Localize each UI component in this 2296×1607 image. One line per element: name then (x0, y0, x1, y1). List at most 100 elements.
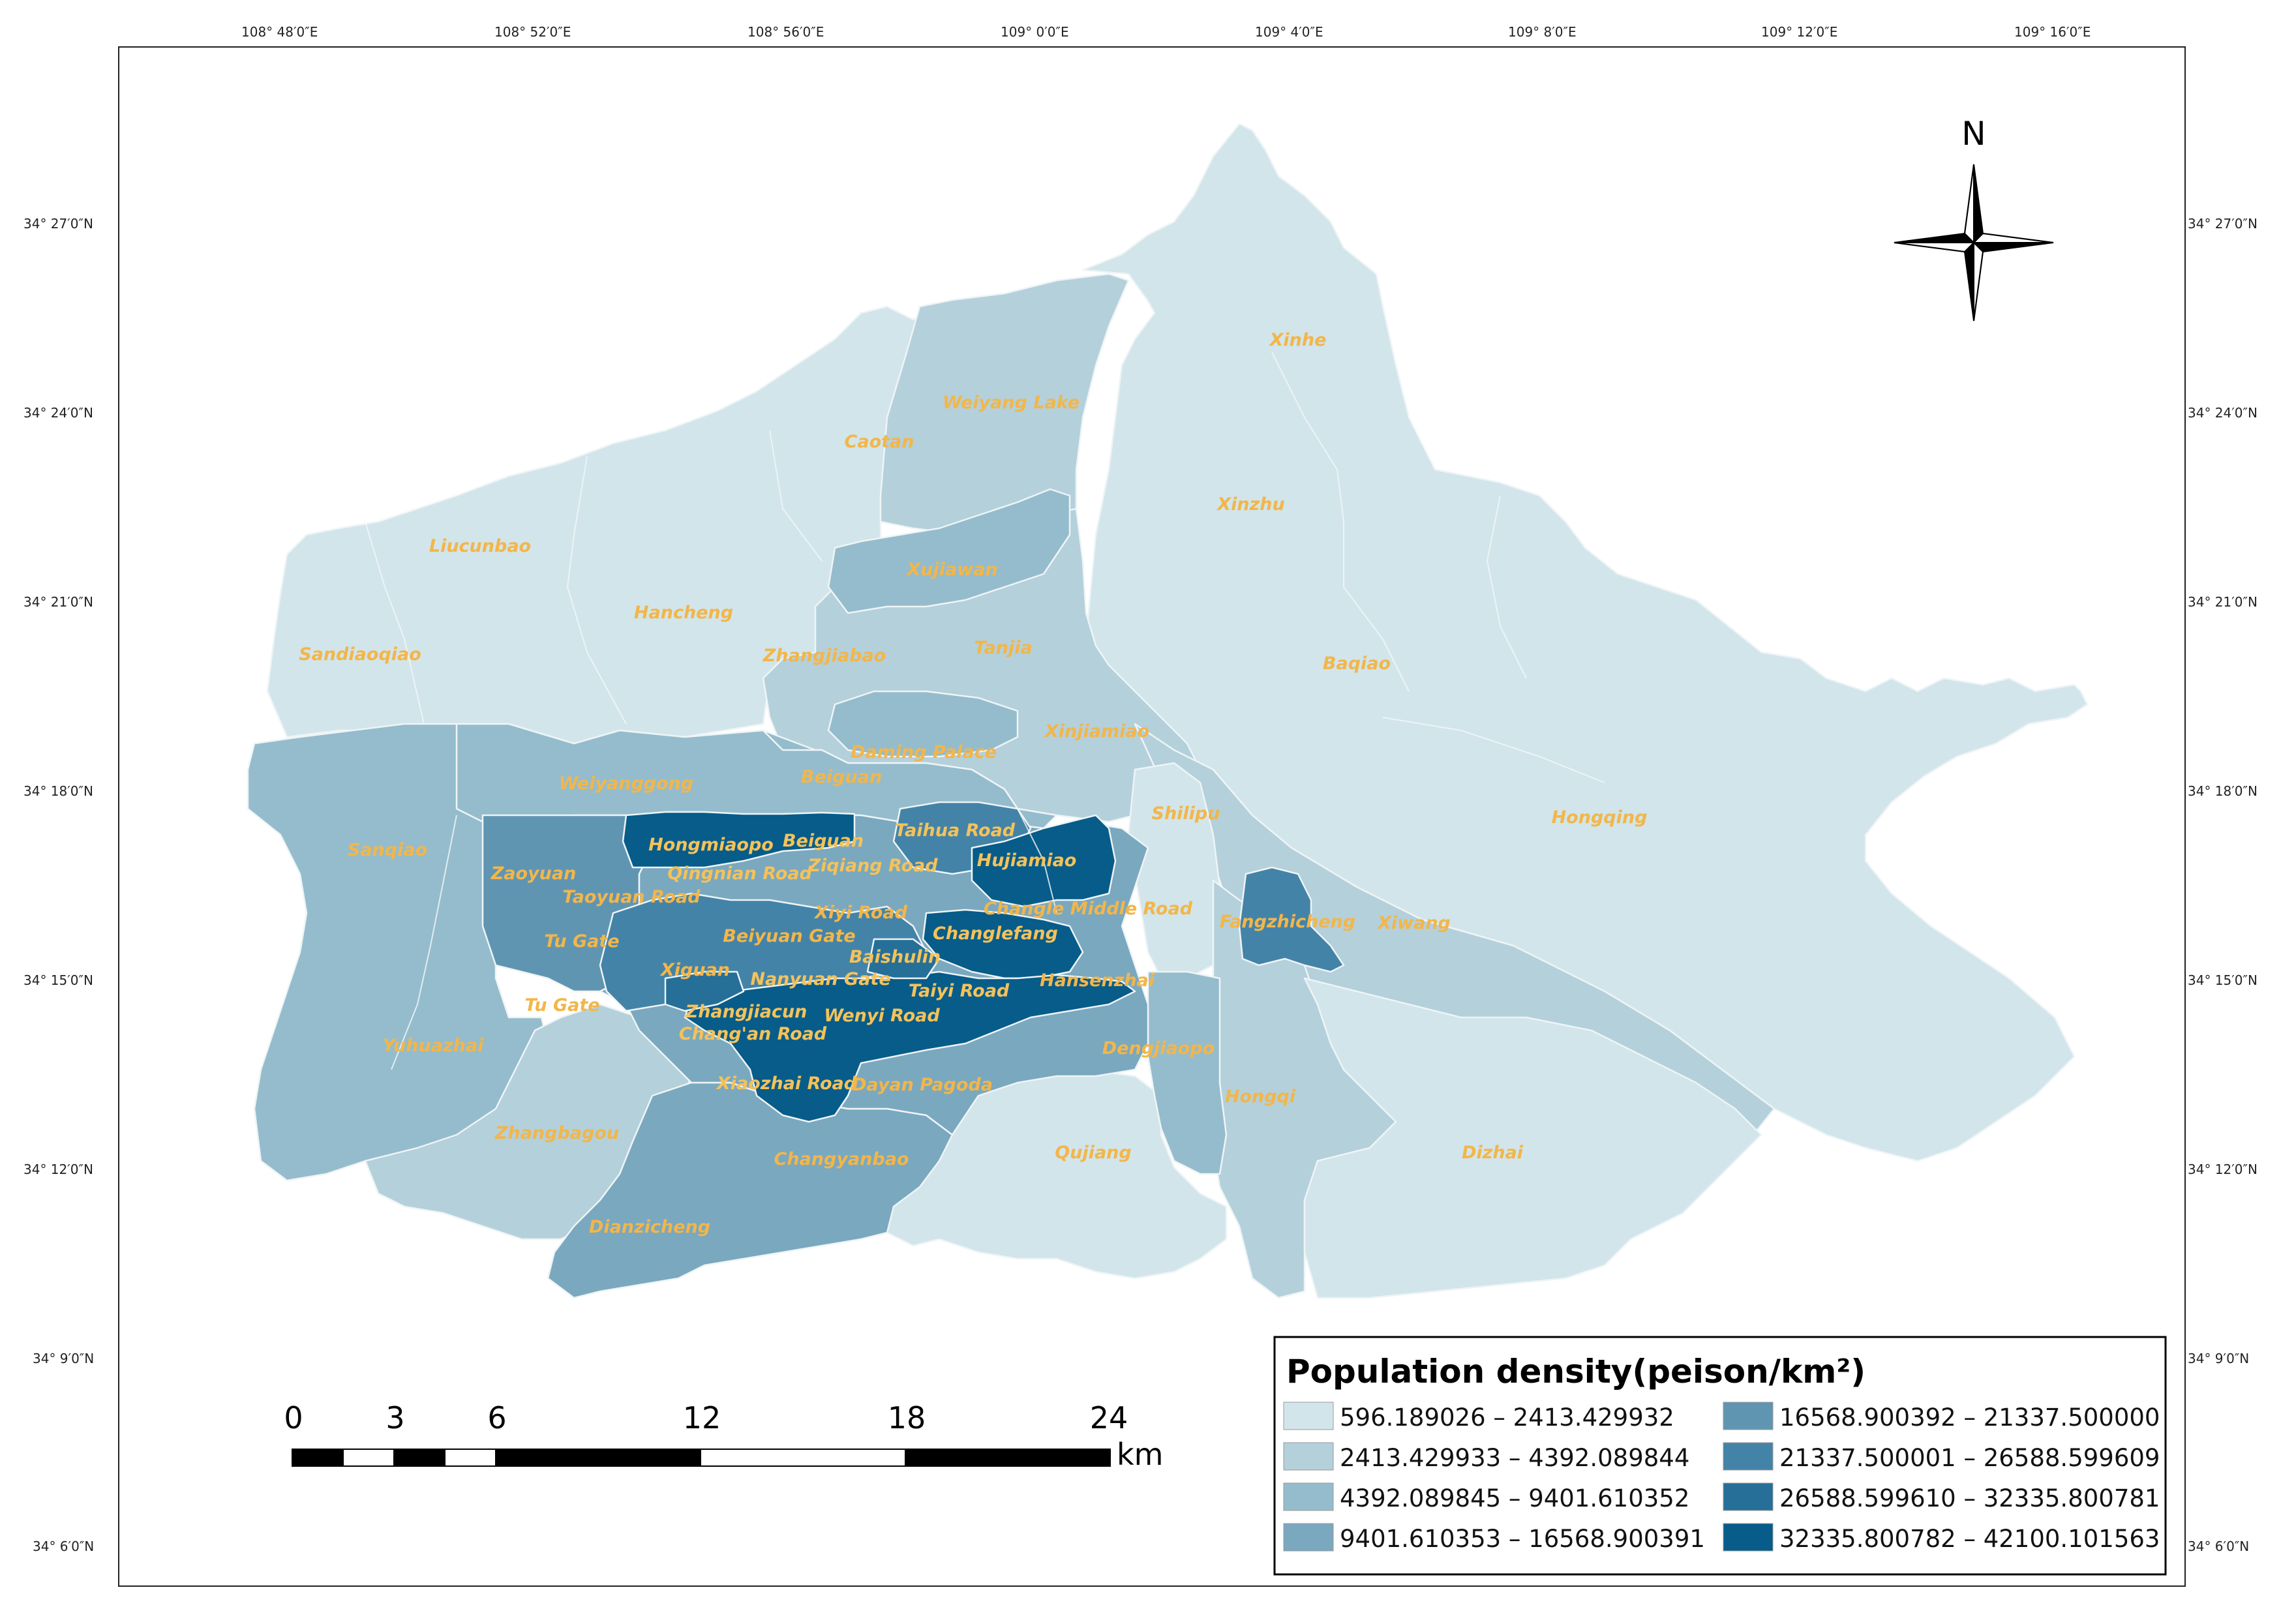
lat-tick-left-2: 34° 24′0″N (23, 405, 93, 421)
legend-label-5: 16568.900392 – 21337.500000 (1779, 1404, 2160, 1432)
scale-tick-6: 6 (487, 1400, 506, 1435)
label-xiguan: Xiguan (659, 960, 730, 980)
label-dianzicheng: Dianzicheng (589, 1217, 710, 1237)
lat-tick-right-2: 34° 24′0″N (2188, 405, 2258, 421)
compass-rose-icon (1894, 164, 2054, 322)
label-changlefang: Changlefang (933, 924, 1058, 944)
legend-box (1273, 1336, 2167, 1576)
scale-tick-0: 0 (284, 1400, 303, 1435)
lat-tick-right-4: 34° 18′0″N (2188, 783, 2258, 799)
label-zhangbagou: Zhangbagou (494, 1123, 619, 1143)
label-zhangjiabao: Zhangjiabao (763, 646, 886, 666)
label-zaoyuan: Zaoyuan (491, 864, 577, 884)
label-changan-road: Chang'an Road (679, 1024, 827, 1044)
label-hujiamiao: Hujiamiao (977, 850, 1077, 871)
lat-tick-right-6: 34° 12′0″N (2188, 1162, 2258, 1177)
label-baishulin: Baishulin (849, 947, 941, 967)
lat-tick-left-7: 34° 9′0″N (33, 1351, 94, 1366)
lat-tick-left-5: 34° 15′0″N (23, 972, 93, 988)
legend-swatch-6 (1723, 1442, 1774, 1471)
scale-segment-1 (292, 1449, 344, 1467)
legend-label-4: 9401.610353 – 16568.900391 (1340, 1525, 1705, 1553)
label-taihua-road: Taihua Road (895, 820, 1016, 841)
lon-tick-6: 109° 8′0″E (1508, 24, 1577, 40)
legend-swatch-2 (1283, 1442, 1334, 1471)
scale-unit: km (1117, 1437, 1163, 1472)
lat-tick-right-5: 34° 15′0″N (2188, 972, 2258, 988)
label-beiyuan-gate: Beiyuan Gate (723, 926, 855, 946)
lat-tick-left-6: 34° 12′0″N (23, 1162, 93, 1177)
legend-title: Population density(peison/km²) (1286, 1353, 1865, 1390)
label-dizhai: Dizhai (1462, 1143, 1524, 1163)
label-qingnian-road: Qingnian Road (667, 864, 812, 884)
lat-tick-left-1: 34° 27′0″N (23, 216, 93, 232)
label-baqiao: Baqiao (1323, 653, 1391, 674)
lon-tick-8: 109° 16′0″E (2014, 24, 2091, 40)
lon-tick-4: 109° 0′0″E (1001, 24, 1069, 40)
label-dengjiaopo: Dengjiaopo (1102, 1038, 1215, 1059)
label-liucunbao: Liucunbao (429, 536, 531, 556)
label-taoyuan-road: Taoyuan Road (562, 887, 701, 907)
scale-segment-4 (444, 1449, 496, 1467)
lat-tick-right-3: 34° 21′0″N (2188, 594, 2258, 610)
label-hongmiaopo: Hongmiaopo (648, 835, 774, 855)
label-xiyi-road: Xiyi Road (813, 903, 908, 923)
lon-tick-7: 109° 12′0″E (1761, 24, 1837, 40)
label-caotan: Caotan (845, 432, 914, 452)
place-labels: Xinhe Weiyang Lake Caotan Xinzhu Liucunb… (299, 330, 1647, 1237)
district-baishulin (866, 938, 941, 980)
label-hancheng: Hancheng (634, 603, 733, 623)
label-qujiang: Qujiang (1055, 1143, 1131, 1163)
scale-tick-24: 24 (1090, 1400, 1128, 1435)
label-hansenzhai: Hansenzhai (1040, 970, 1155, 991)
lat-tick-right-8: 34° 6′0″N (2188, 1539, 2249, 1554)
legend-swatch-5 (1723, 1402, 1774, 1430)
district-xujiawan (827, 488, 1071, 614)
label-xinhe: Xinhe (1269, 330, 1327, 350)
scale-segment-3 (393, 1449, 446, 1467)
district-hongmiaopo (622, 811, 856, 869)
scale-tick-3: 3 (385, 1400, 404, 1435)
legend-swatch-1 (1283, 1402, 1334, 1430)
label-changyanbao: Changyanbao (774, 1149, 909, 1169)
label-sanqiao: Sanqiao (348, 840, 427, 860)
label-tu-gate: Tu Gate (544, 931, 619, 952)
legend-label-2: 2413.429933 – 4392.089844 (1340, 1444, 1689, 1472)
label-beiguan-north: Beiguan (801, 767, 882, 787)
lat-tick-left-3: 34° 21′0″N (23, 594, 93, 610)
legend-swatch-8 (1723, 1523, 1774, 1552)
legend-label-3: 4392.089845 – 9401.610352 (1340, 1484, 1689, 1512)
legend-label-1: 596.189026 – 2413.429932 (1340, 1404, 1674, 1432)
lat-tick-left-4: 34° 18′0″N (23, 783, 93, 799)
legend-label-7: 26588.599610 – 32335.800781 (1779, 1484, 2160, 1512)
label-yuhuazhai: Yuhuazhai (383, 1036, 485, 1056)
district-dengjiaopo (1147, 970, 1228, 1175)
latitude-ticks-left: 34° 27′0″N 34° 24′0″N 34° 21′0″N 34° 18′… (23, 216, 94, 1554)
label-wenyi-road: Wenyi Road (824, 1006, 940, 1026)
district-daming-palace (827, 690, 1019, 758)
label-beiguan: Beiguan (783, 831, 864, 851)
label-hongqi: Hongqi (1225, 1087, 1296, 1107)
legend: Population density(peison/km²) 596.18902… (1273, 1336, 2167, 1576)
label-weiyang-lake: Weiyang Lake (943, 393, 1080, 413)
longitude-ticks: 108° 48′0″E 108° 52′0″E 108° 56′0″E 109°… (241, 24, 2091, 40)
label-sandiaoqiao: Sandiaoqiao (299, 644, 421, 665)
north-label: N (1961, 115, 1986, 153)
label-changle-middle-road: Changle Middle Road (984, 899, 1193, 919)
scale-bar-ticks: 0 3 6 12 18 24 (284, 1400, 1128, 1435)
district-dizhai (1303, 977, 1762, 1299)
north-arrow: N (1894, 115, 2054, 322)
lat-tick-right-7: 34° 9′0″N (2188, 1351, 2249, 1366)
label-shilipu: Shilipu (1152, 804, 1220, 824)
label-dayan-pagoda: Dayan Pagoda (852, 1075, 993, 1095)
district-zhangjiacun (664, 970, 745, 1012)
districts (247, 123, 2089, 1299)
label-fangzhicheng: Fangzhicheng (1220, 912, 1355, 932)
scale-tick-18: 18 (888, 1400, 926, 1435)
lat-tick-left-8: 34° 6′0″N (33, 1539, 94, 1554)
legend-swatch-4 (1283, 1523, 1334, 1552)
label-tanjia: Tanjia (974, 638, 1032, 658)
label-xiaozhai-road: Xiaozhai Road (716, 1074, 857, 1094)
scale-segment-5 (495, 1449, 701, 1467)
district-weiyang-lake (879, 273, 1130, 536)
